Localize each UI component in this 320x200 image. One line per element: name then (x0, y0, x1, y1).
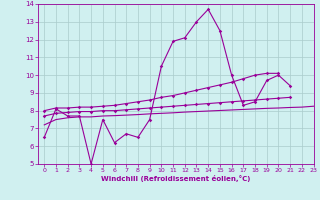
X-axis label: Windchill (Refroidissement éolien,°C): Windchill (Refroidissement éolien,°C) (101, 175, 251, 182)
